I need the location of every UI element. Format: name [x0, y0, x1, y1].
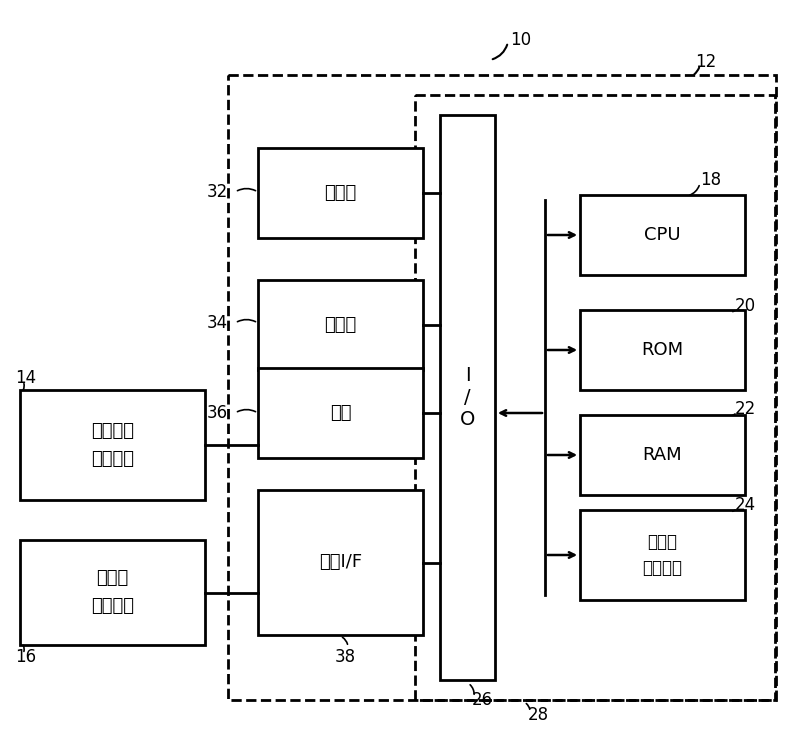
Text: 36: 36	[207, 404, 228, 422]
Text: 通信I/F: 通信I/F	[319, 554, 362, 571]
Text: 12: 12	[695, 53, 716, 71]
Text: 34: 34	[207, 314, 228, 332]
Bar	[20, 540, 205, 645]
Text: 26: 26	[472, 691, 493, 709]
Text: 32: 32	[206, 183, 228, 201]
Text: 测量装置: 测量装置	[91, 450, 134, 468]
Text: 10: 10	[510, 31, 531, 49]
Bar	[20, 390, 205, 500]
Text: 硬盘: 硬盘	[330, 404, 351, 422]
Text: 18: 18	[700, 171, 721, 189]
Text: 性存储器: 性存储器	[642, 559, 682, 577]
Text: ROM: ROM	[642, 341, 683, 359]
Text: 操作部: 操作部	[324, 316, 357, 334]
Bar	[228, 75, 776, 700]
Bar	[580, 510, 745, 600]
Text: RAM: RAM	[642, 446, 682, 464]
Bar	[258, 280, 423, 370]
Text: 14: 14	[15, 369, 36, 387]
Text: 16: 16	[15, 648, 36, 666]
Text: CPU: CPU	[644, 226, 681, 244]
Bar	[258, 490, 423, 635]
Text: 监视器: 监视器	[324, 184, 357, 202]
Text: 磨损量: 磨损量	[96, 569, 129, 587]
Text: 20: 20	[735, 297, 756, 315]
Bar	[440, 115, 495, 680]
Text: 28: 28	[528, 706, 549, 724]
Text: 测量装置: 测量装置	[91, 598, 134, 616]
Text: 22: 22	[735, 400, 756, 418]
Bar	[415, 95, 775, 700]
Text: 38: 38	[334, 648, 355, 666]
Bar	[580, 310, 745, 390]
Bar	[258, 368, 423, 458]
Bar	[580, 195, 745, 275]
Text: 24: 24	[735, 496, 756, 514]
Text: 不挥发: 不挥发	[647, 533, 678, 551]
Bar	[258, 148, 423, 238]
Text: I
/
O: I / O	[460, 366, 475, 429]
Text: 摩擦能量: 摩擦能量	[91, 422, 134, 440]
Bar	[580, 415, 745, 495]
